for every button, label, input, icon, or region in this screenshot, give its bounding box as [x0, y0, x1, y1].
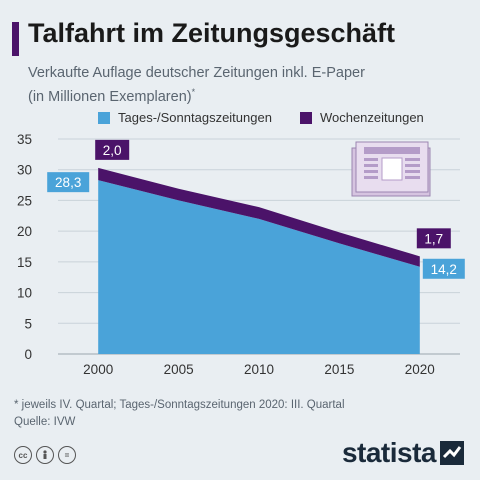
subtitle-line-2: (in Millionen Exemplaren) [28, 88, 192, 105]
subtitle-footnote-mark: * [191, 87, 196, 97]
y-tick-label: 15 [17, 255, 32, 270]
newspaper-icon [351, 141, 431, 197]
x-tick-label: 2000 [83, 362, 113, 377]
footnote: * jeweils IV. Quartal; Tages-/Sonntagsze… [14, 399, 345, 411]
chart-area: 0 5 10 15 20 25 30 35 2000 2005 2010 2015 2020 28,3 2,… [17, 132, 465, 377]
y-tick-label: 20 [17, 224, 32, 239]
chart-subtitle: Verkaufte Auflage deutscher Zeitungen in… [28, 64, 365, 107]
x-tick-label: 2020 [405, 362, 435, 377]
legend-swatch-daily [98, 111, 110, 124]
data-label-weekly-2020-box [416, 228, 451, 249]
subtitle-line-1: Verkaufte Auflage deutscher Zeitungen in… [28, 65, 365, 81]
legend-label-weekly: Wochenzeitungen [319, 110, 424, 125]
data-label-weekly-2000: 2,0 [103, 143, 122, 158]
title-accent-bar [12, 22, 19, 56]
data-label-weekly-2000-box [95, 139, 130, 160]
brand-name: statista [341, 437, 437, 468]
data-label-daily-2000-box [47, 172, 90, 193]
data-label-weekly-2020: 1,7 [424, 231, 443, 246]
legend-label-daily: Tages-/Sonntagszeitungen [118, 110, 272, 125]
by-icon[interactable] [36, 446, 54, 464]
y-tick-label: 30 [17, 163, 32, 178]
legend: Tages-/Sonntagszeitungen Wochenzeitungen [98, 110, 452, 125]
cc-icon[interactable]: cc [14, 446, 32, 464]
nd-icon[interactable]: = [58, 446, 76, 464]
data-label-daily-2000: 28,3 [55, 175, 81, 190]
chart-title: Talfahrt im Zeitungsgeschäft [28, 18, 396, 48]
x-tick-label: 2015 [324, 362, 354, 377]
legend-item-weekly: Wochenzeitungen [299, 110, 424, 125]
y-tick-label: 25 [17, 193, 32, 208]
brand-mark-icon [440, 441, 464, 465]
source: Quelle: IVW [14, 416, 76, 428]
data-label-daily-2020-box [422, 258, 465, 279]
y-tick-label: 0 [24, 347, 32, 362]
data-label-daily-2020: 14,2 [431, 262, 457, 277]
x-tick-label: 2010 [244, 362, 274, 377]
y-tick-label: 10 [17, 286, 32, 301]
x-tick-label: 2005 [164, 362, 194, 377]
area-series-weekly [98, 167, 420, 267]
footnote-block: * jeweils IV. Quartal; Tages-/Sonntagsze… [14, 397, 345, 431]
legend-swatch-weekly [299, 111, 312, 124]
brand-logo[interactable]: statista [342, 437, 464, 469]
license-icons: cc = [14, 446, 80, 464]
legend-item-daily: Tages-/Sonntagszeitungen [98, 110, 272, 125]
y-tick-label: 35 [17, 132, 32, 147]
area-series-daily [98, 180, 420, 354]
y-tick-label: 5 [24, 316, 32, 331]
